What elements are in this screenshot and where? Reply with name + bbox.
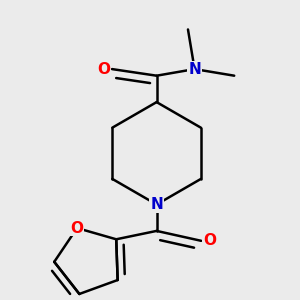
Text: O: O	[203, 233, 216, 248]
Text: N: N	[150, 197, 163, 212]
Text: O: O	[97, 61, 110, 76]
Text: O: O	[70, 220, 83, 236]
Text: N: N	[188, 61, 201, 76]
